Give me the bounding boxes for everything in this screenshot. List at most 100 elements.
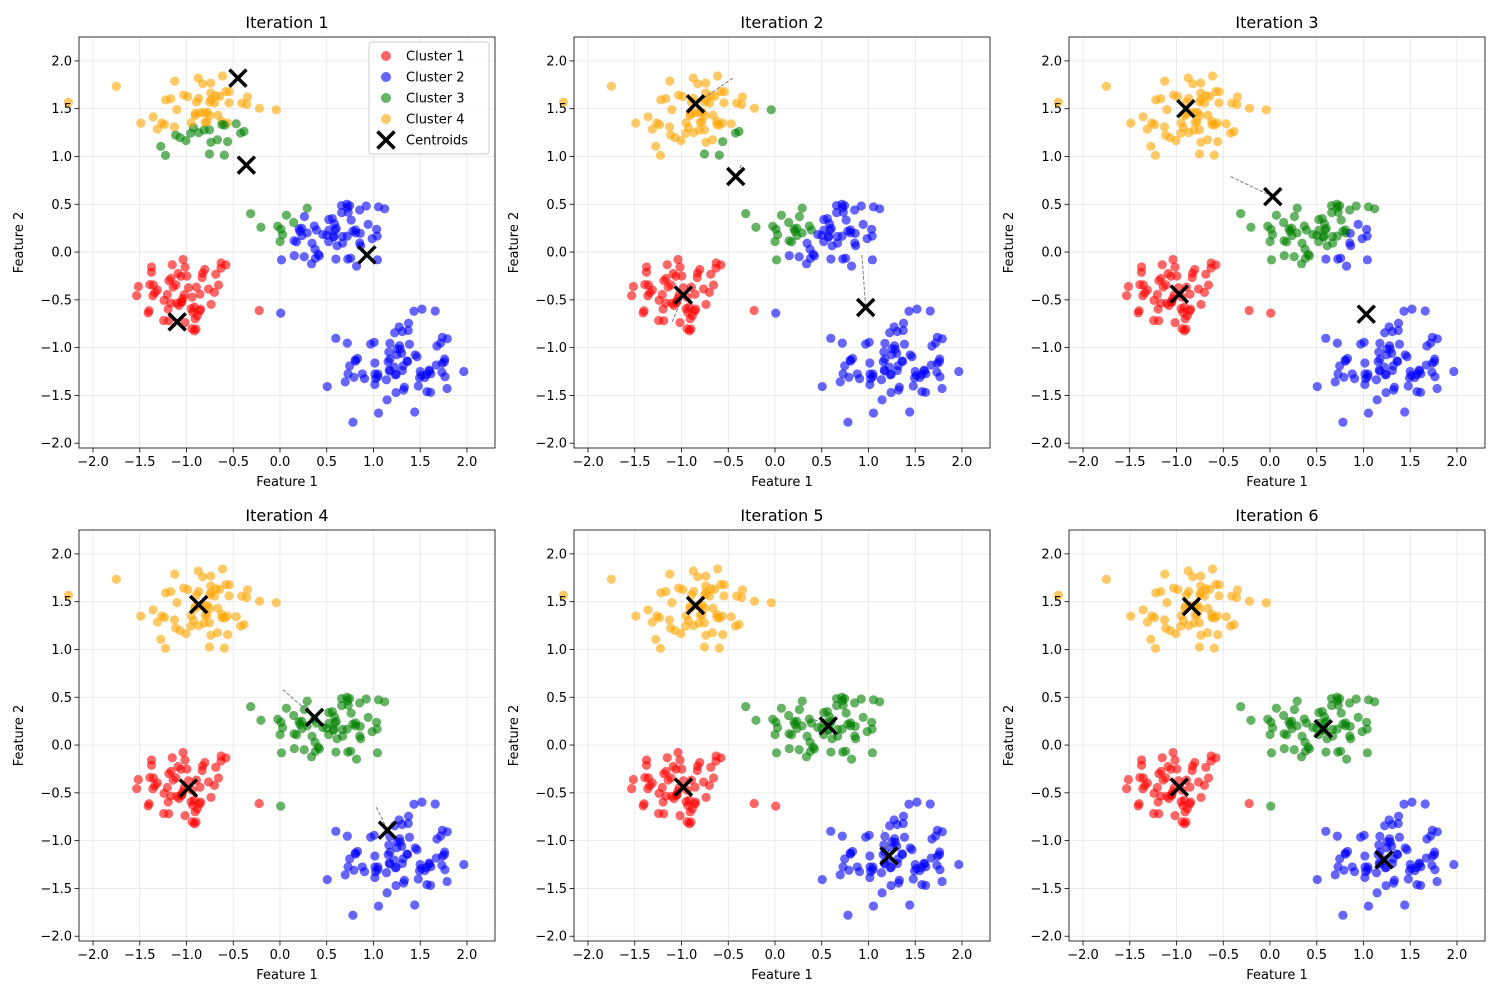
data-point-cluster-3 [797, 721, 807, 731]
data-point-cluster-4 [1150, 150, 1161, 160]
y-tick-label: −1.5 [1030, 882, 1062, 897]
data-point-cluster-2 [439, 357, 449, 367]
data-point-cluster-1 [180, 811, 190, 821]
x-tick-label: 0.5 [811, 455, 832, 470]
data-point-cluster-4 [749, 596, 760, 606]
data-point-cluster-3 [1289, 745, 1299, 755]
data-point-cluster-1 [167, 753, 177, 763]
x-tick-label: 1.5 [1400, 948, 1421, 963]
data-point-cluster-1 [1168, 254, 1178, 265]
data-point-cluster-2 [394, 322, 404, 332]
data-point-cluster-2 [1375, 338, 1385, 348]
x-tick-label: 0.5 [316, 948, 337, 963]
data-point-cluster-4 [224, 591, 234, 601]
data-point-cluster-2 [845, 225, 856, 235]
data-point-cluster-2 [422, 880, 432, 890]
data-point-cluster-4 [215, 584, 225, 594]
data-point-cluster-2 [439, 850, 449, 860]
data-point-cluster-3 [361, 694, 371, 704]
data-point-cluster-1 [213, 280, 224, 290]
data-point-cluster-2 [887, 350, 897, 360]
data-point-cluster-1 [1154, 316, 1164, 326]
data-point-cluster-4 [712, 71, 723, 81]
data-point-cluster-2 [889, 834, 900, 844]
data-point-cluster-4 [186, 118, 196, 128]
x-tick-label: −2.0 [77, 948, 109, 963]
data-point-cluster-4 [699, 125, 710, 135]
data-point-cluster-2 [1360, 358, 1370, 368]
data-point-cluster-2 [868, 408, 879, 418]
data-point-cluster-4 [710, 584, 720, 594]
data-point-cluster-2 [1399, 799, 1409, 809]
data-point-cluster-4 [689, 128, 699, 138]
data-point-cluster-4 [651, 141, 661, 151]
data-point-cluster-2 [391, 387, 401, 398]
data-point-cluster-2 [905, 407, 915, 417]
data-point-cluster-3 [350, 718, 361, 728]
data-point-cluster-3 [751, 222, 761, 232]
x-tick-label: −1.5 [619, 455, 651, 470]
data-point-cluster-3 [784, 744, 794, 754]
data-point-cluster-3 [858, 712, 868, 722]
data-point-cluster-2 [894, 385, 904, 395]
data-point-cluster-4 [1214, 591, 1224, 601]
y-tick-label: −0.5 [535, 786, 567, 801]
data-point-cluster-3 [204, 125, 215, 135]
y-tick-label: 1.5 [51, 595, 72, 610]
data-point-cluster-1 [675, 755, 685, 765]
data-point-cluster-2 [1405, 859, 1415, 870]
data-point-cluster-2 [276, 255, 287, 265]
data-point-cluster-1 [1154, 276, 1164, 286]
x-tick-label: 0.0 [1260, 948, 1281, 963]
data-point-cluster-2 [1342, 353, 1353, 364]
data-point-cluster-3 [1279, 710, 1289, 721]
data-point-cluster-4 [1214, 580, 1224, 590]
data-point-cluster-2 [905, 900, 915, 910]
data-point-cluster-3 [1285, 226, 1295, 236]
data-point-cluster-1 [1170, 811, 1180, 821]
x-tick-label: −1.0 [171, 948, 203, 963]
data-point-cluster-2 [937, 827, 947, 837]
y-tick-label: 0.0 [1041, 739, 1062, 754]
data-point-cluster-4 [606, 81, 616, 91]
data-point-cluster-1 [675, 262, 685, 272]
y-axis-label: Feature 2 [1002, 212, 1017, 274]
data-point-cluster-4 [665, 130, 676, 140]
data-point-cluster-4 [1184, 128, 1194, 138]
data-point-cluster-3 [804, 221, 814, 231]
data-point-cluster-4 [667, 105, 677, 115]
data-point-cluster-2 [357, 369, 367, 379]
x-tick-label: 1.5 [905, 948, 926, 963]
data-point-cluster-3 [194, 128, 204, 138]
data-point-cluster-4 [217, 71, 228, 81]
data-point-cluster-2 [1393, 318, 1404, 328]
data-point-cluster-2 [1375, 366, 1385, 376]
data-point-cluster-3 [1332, 692, 1342, 702]
legend-box [368, 41, 490, 155]
data-point-cluster-1 [1244, 798, 1254, 809]
data-point-cluster-3 [299, 745, 309, 755]
data-point-cluster-2 [1338, 910, 1348, 920]
data-point-cluster-3 [784, 729, 794, 739]
data-point-cluster-2 [1330, 377, 1340, 387]
data-point-cluster-3 [1296, 259, 1307, 269]
data-point-cluster-3 [856, 694, 866, 704]
data-point-cluster-1 [132, 290, 142, 301]
data-point-cluster-2 [392, 350, 402, 360]
data-point-cluster-3 [867, 724, 877, 734]
data-point-cluster-4 [643, 605, 653, 615]
data-point-cluster-2 [1341, 261, 1352, 271]
data-point-cluster-2 [345, 854, 355, 864]
data-point-cluster-3 [1362, 724, 1372, 734]
data-point-cluster-2 [886, 387, 896, 398]
data-point-cluster-4 [606, 574, 616, 584]
data-point-cluster-1 [254, 798, 264, 809]
data-point-cluster-4 [674, 90, 684, 100]
data-point-cluster-2 [1432, 876, 1442, 887]
y-tick-label: 0.0 [1041, 246, 1062, 261]
data-point-cluster-2 [1412, 387, 1422, 397]
data-point-cluster-2 [1374, 347, 1384, 357]
data-point-cluster-4 [206, 571, 216, 581]
x-tick-label: 0.5 [1306, 455, 1327, 470]
data-point-cluster-1 [209, 287, 220, 297]
